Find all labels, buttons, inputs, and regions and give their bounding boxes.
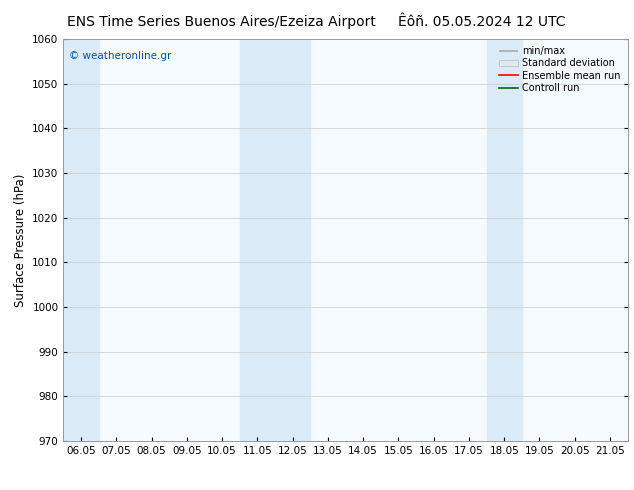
Bar xyxy=(487,39,522,441)
Bar xyxy=(240,39,310,441)
Y-axis label: Surface Pressure (hPa): Surface Pressure (hPa) xyxy=(14,173,27,307)
Text: ENS Time Series Buenos Aires/Ezeiza Airport: ENS Time Series Buenos Aires/Ezeiza Airp… xyxy=(67,15,377,29)
Text: Êôñ. 05.05.2024 12 UTC: Êôñ. 05.05.2024 12 UTC xyxy=(398,15,566,29)
Bar xyxy=(63,39,99,441)
Legend: min/max, Standard deviation, Ensemble mean run, Controll run: min/max, Standard deviation, Ensemble me… xyxy=(497,44,623,95)
Text: © weatheronline.gr: © weatheronline.gr xyxy=(69,51,171,61)
